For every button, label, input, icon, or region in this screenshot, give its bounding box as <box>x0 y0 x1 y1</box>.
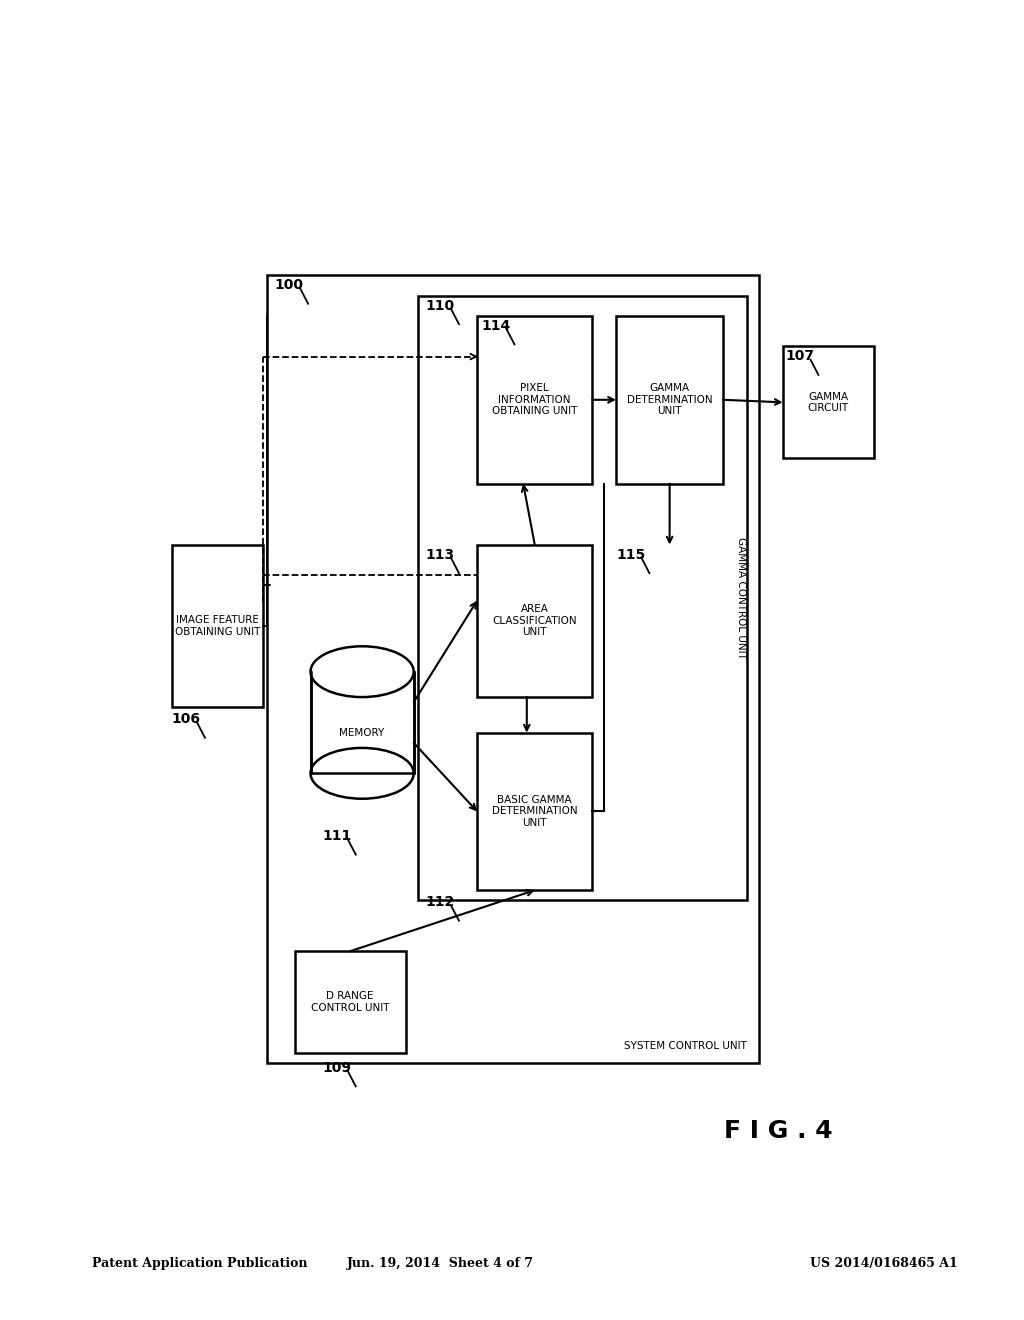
Bar <box>782 346 874 458</box>
Bar <box>477 315 592 483</box>
Text: D RANGE
CONTROL UNIT: D RANGE CONTROL UNIT <box>311 991 389 1012</box>
Text: PIXEL
INFORMATION
OBTAINING UNIT: PIXEL INFORMATION OBTAINING UNIT <box>493 383 578 416</box>
Bar <box>418 296 748 900</box>
Bar <box>267 276 759 1063</box>
Text: F I G . 4: F I G . 4 <box>724 1119 834 1143</box>
Text: 111: 111 <box>323 829 351 843</box>
Text: 107: 107 <box>785 350 814 363</box>
Text: GAMMA CONTROL UNIT: GAMMA CONTROL UNIT <box>735 537 745 659</box>
Text: BASIC GAMMA
DETERMINATION
UNIT: BASIC GAMMA DETERMINATION UNIT <box>492 795 578 828</box>
Bar <box>172 545 263 708</box>
Text: Jun. 19, 2014  Sheet 4 of 7: Jun. 19, 2014 Sheet 4 of 7 <box>347 1257 534 1270</box>
Bar <box>477 733 592 890</box>
Text: GAMMA
DETERMINATION
UNIT: GAMMA DETERMINATION UNIT <box>627 383 713 416</box>
Text: 106: 106 <box>172 713 201 726</box>
Text: MEMORY: MEMORY <box>340 727 385 738</box>
Text: GAMMA
CIRCUIT: GAMMA CIRCUIT <box>808 392 849 413</box>
Text: 112: 112 <box>426 895 455 909</box>
Text: 114: 114 <box>481 319 510 333</box>
Text: 110: 110 <box>426 298 455 313</box>
Text: IMAGE FEATURE
OBTAINING UNIT: IMAGE FEATURE OBTAINING UNIT <box>175 615 260 636</box>
Bar <box>295 952 406 1053</box>
Text: AREA
CLASSIFICATION
UNIT: AREA CLASSIFICATION UNIT <box>493 605 578 638</box>
Polygon shape <box>310 672 414 774</box>
Text: 113: 113 <box>426 548 455 562</box>
Text: 100: 100 <box>274 279 304 292</box>
Ellipse shape <box>310 647 414 697</box>
Bar <box>477 545 592 697</box>
Text: US 2014/0168465 A1: US 2014/0168465 A1 <box>810 1257 957 1270</box>
Text: Patent Application Publication: Patent Application Publication <box>92 1257 307 1270</box>
Text: 109: 109 <box>323 1061 351 1074</box>
Ellipse shape <box>310 748 414 799</box>
Text: 115: 115 <box>616 548 645 562</box>
Bar <box>616 315 723 483</box>
Text: SYSTEM CONTROL UNIT: SYSTEM CONTROL UNIT <box>625 1040 746 1051</box>
